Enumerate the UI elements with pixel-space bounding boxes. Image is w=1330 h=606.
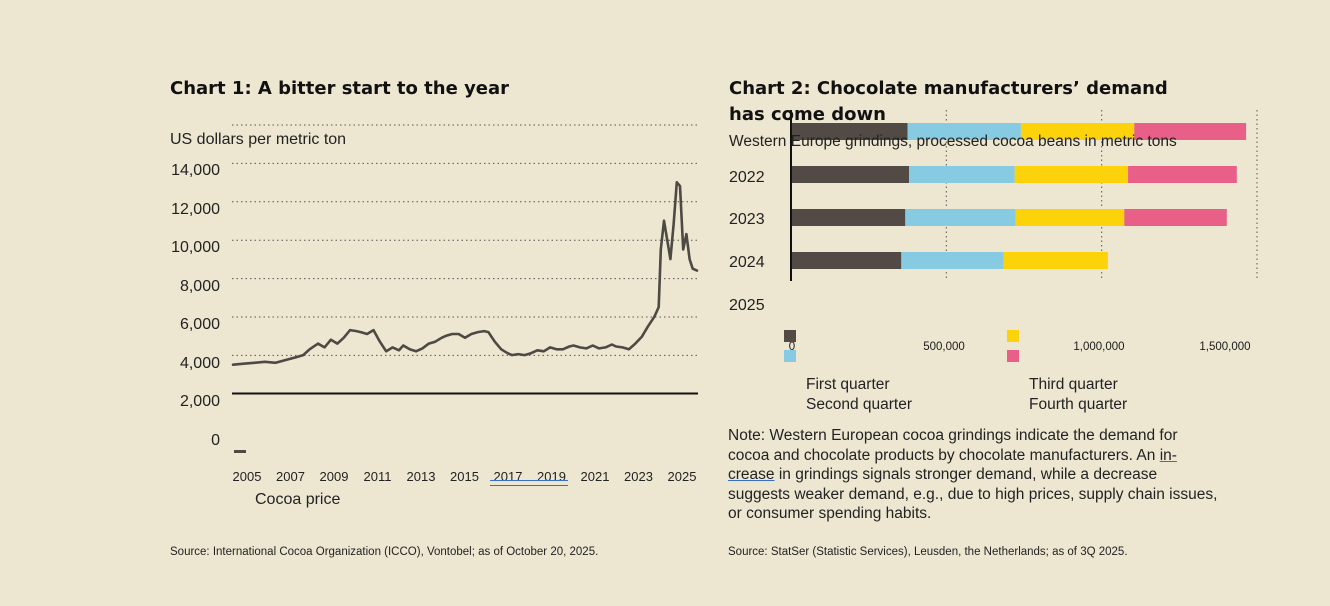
legend-first-quarter: First quarter <box>806 376 890 393</box>
chart1-plot <box>231 124 699 395</box>
chart2-xtick-label: 1,500,000 <box>1199 341 1251 353</box>
bar-2022-third-quarter <box>1020 123 1135 140</box>
legend-fourth-quarter-swatch <box>1007 350 1019 362</box>
chart1-ytick-label: 12,000 <box>171 200 220 218</box>
bar-2022-second-quarter <box>907 123 1021 140</box>
chart1-xtick-label: 2013 <box>406 469 436 484</box>
bar-2022-fourth-quarter <box>1134 123 1247 140</box>
bar-2024-second-quarter <box>905 209 1016 226</box>
chart2-category-label: 2025 <box>729 297 765 314</box>
bar-2023-third-quarter <box>1014 166 1129 183</box>
legend-fourth-quarter: Fourth quarter <box>1029 396 1128 413</box>
chart2-category-label: 2023 <box>729 211 765 228</box>
chart1-ytick-label: 4,000 <box>179 354 220 372</box>
bar-2023-fourth-quarter <box>1128 166 1237 183</box>
chart2-category-label: 2024 <box>729 254 765 271</box>
legend-third-quarter-swatch <box>1007 330 1019 342</box>
chart2-xtick-label: 500,000 <box>923 341 965 353</box>
chart1-ytick-label: 6,000 <box>179 316 220 333</box>
chart1-xtick-label: 2023 <box>624 469 653 484</box>
bar-2024-fourth-quarter <box>1124 209 1227 226</box>
bar-2025-first-quarter <box>791 252 902 269</box>
chart1-xtick-label: 2007 <box>276 469 305 484</box>
chart1-xtick-label: 2009 <box>319 469 349 484</box>
legend-second-quarter-swatch <box>784 350 796 362</box>
chart1-ytick-label: 14,000 <box>171 162 220 179</box>
legend-third-quarter: Third quarter <box>1029 376 1118 393</box>
highlight-underline <box>490 480 568 486</box>
chart1-xtick-label: 2025 <box>667 469 697 484</box>
chart1-xtick-label: 2011 <box>363 469 392 484</box>
chart2-category-label: 2022 <box>729 169 765 186</box>
chart2-subtitle: Western Europe grindings, processed coco… <box>729 133 1177 150</box>
chart1-xtick-label: 2015 <box>450 469 479 484</box>
bar-2023-second-quarter <box>909 166 1015 183</box>
bar-2024-third-quarter <box>1015 209 1125 226</box>
chart2-note: Note: Western European cocoa grindings i… <box>728 427 1218 522</box>
bar-2025-third-quarter <box>1003 252 1108 269</box>
cocoa-price-line <box>231 181 699 367</box>
chart1-xtick-label: 2021 <box>580 469 610 484</box>
bar-2022-first-quarter <box>791 123 908 140</box>
legend-first-quarter-swatch <box>784 330 796 342</box>
chart2-title: Chart 2: Chocolate manufacturers’ demand… <box>729 78 1168 125</box>
chart2-xtick-label: 0 <box>788 341 796 353</box>
bar-2025-second-quarter <box>901 252 1004 269</box>
bar-2023-first-quarter <box>791 166 910 183</box>
legend-cocoa-price: Cocoa price <box>255 491 341 508</box>
chart1-ytick-label: 8,000 <box>179 277 220 295</box>
chart1-xtick-label: 2005 <box>232 469 262 484</box>
bar-2024-first-quarter <box>791 209 906 226</box>
chart1-ytick-label: 2,000 <box>179 393 220 410</box>
chart2-xtick-label: 1,000,000 <box>1073 341 1125 353</box>
legend-cocoa-price-swatch <box>234 450 246 453</box>
legend-second-quarter: Second quarter <box>806 396 912 413</box>
chart1-title: Chart 1: A bitter start to the year <box>170 78 510 99</box>
chart1-ylabel: US dollars per metric ton <box>170 131 347 148</box>
chart1-source: Source: International Cocoa Organization… <box>170 546 599 558</box>
chart1-ytick-label: 0 <box>211 431 220 449</box>
chart1-ytick-label: 10,000 <box>171 239 220 256</box>
chart2-source: Source: StatSer (Statistic Services), Le… <box>728 546 1128 558</box>
